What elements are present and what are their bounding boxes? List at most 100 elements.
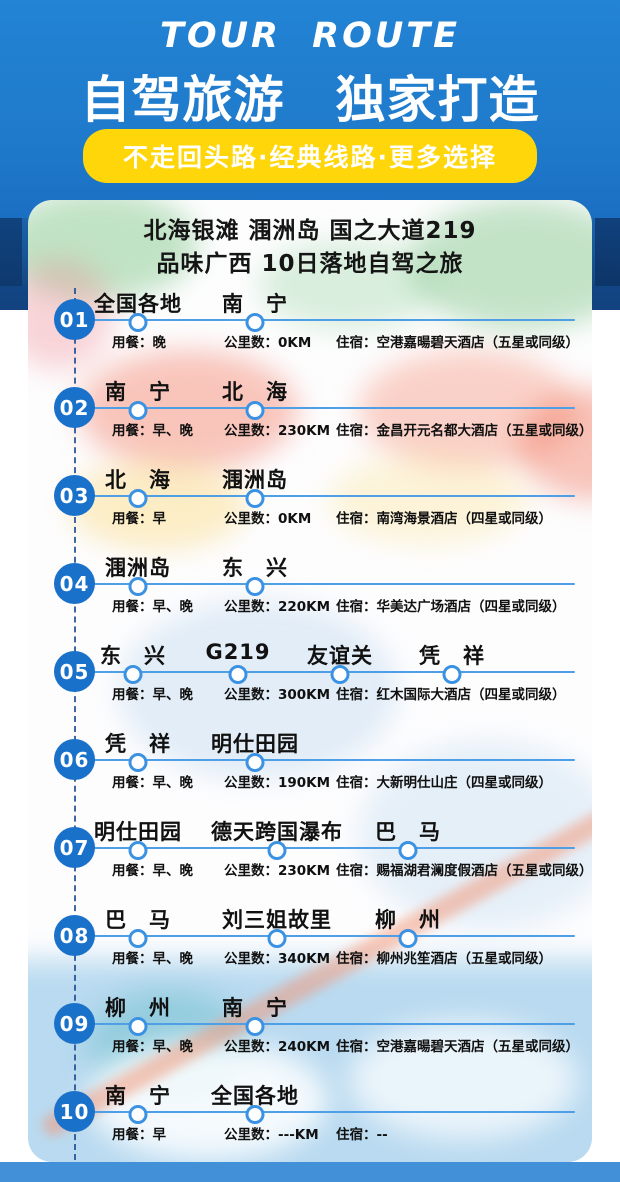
meal-label: 用餐： [112, 423, 153, 439]
route-day-row: 01 全国各地 南 宁 用餐：晚 公里数：0KM 住宿：空港嘉暘碧天酒店（五星或同… [28, 283, 592, 371]
lodging-field: 住宿：赐福湖君澜度假酒店（五星或同级） [336, 859, 592, 879]
lodging-value: 大新明仕山庄（四星或同级） [376, 775, 553, 791]
lodging-label: 住宿： [336, 775, 377, 791]
day-number-badge: 05 [54, 651, 95, 692]
route-day-list: 01 全国各地南 宁 用餐：晚 公里数：0KM 住宿：空港嘉暘碧天酒店（五星或同… [28, 283, 592, 1162]
meal-value: 早、晚 [152, 599, 194, 615]
lodging-value: 赐福湖君澜度假酒店（五星或同级） [376, 863, 593, 879]
card-title-line2: 品味广西 10日落地自驾之旅 [156, 250, 464, 277]
distance-field: 公里数：230KM [224, 859, 330, 879]
day-number: 09 [59, 1011, 90, 1036]
route-node-dot [228, 665, 248, 684]
route-day-row: 02 南 宁 北 海 用餐：早、晚 公里数：230KM 住宿：金昌开元名都大酒店（… [28, 371, 592, 459]
route-day-row: 03 北 海 涠洲岛 用餐：早 公里数：0KM 住宿：南湾海景酒店（四星或同级） [28, 459, 592, 547]
meal-value: 晚 [152, 335, 167, 351]
distance-label: 公里数： [224, 599, 278, 615]
meal-value: 早、晚 [152, 687, 194, 703]
lodging-label: 住宿： [336, 863, 377, 879]
meal-field: 用餐：早、晚 [112, 859, 193, 879]
meal-field: 用餐：晚 [112, 331, 166, 351]
bottom-band [0, 1162, 620, 1182]
meal-label: 用餐： [112, 511, 153, 527]
card-title: 北海银滩 涠洲岛 国之大道219 品味广西 10日落地自驾之旅 [28, 200, 592, 283]
lodging-label: 住宿： [336, 1127, 377, 1143]
meal-value: 早 [152, 1127, 167, 1143]
route-line [94, 1023, 575, 1025]
distance-value: 0KM [278, 335, 312, 351]
stop-name: 凭 祥 [419, 644, 485, 668]
lodging-label: 住宿： [336, 335, 377, 351]
distance-label: 公里数： [224, 511, 278, 527]
lodging-label: 住宿： [336, 687, 377, 703]
distance-field: 公里数：190KM [224, 771, 330, 791]
day-details: 用餐：早、晚 公里数：340KM 住宿：柳州兆笙酒店（五星或同级） [28, 947, 592, 969]
day-number: 03 [59, 483, 90, 508]
distance-field: 公里数：0KM [224, 331, 311, 351]
lodging-label: 住宿： [336, 423, 377, 439]
card-title-line1: 北海银滩 涠洲岛 国之大道219 [143, 218, 477, 244]
route-node-dot [245, 753, 265, 772]
distance-label: 公里数： [224, 1127, 278, 1143]
lodging-value: 南湾海景酒店（四星或同级） [376, 511, 553, 527]
route-line [94, 759, 575, 761]
lodging-label: 住宿： [336, 599, 377, 615]
meal-label: 用餐： [112, 951, 153, 967]
lodging-value: 空港嘉暘碧天酒店（五星或同级） [376, 335, 580, 351]
distance-label: 公里数： [224, 951, 278, 967]
lodging-field: 住宿：红木国际大酒店（四星或同级） [336, 683, 566, 703]
route-node-dot [128, 577, 148, 596]
day-number-badge: 10 [54, 1091, 95, 1132]
lodging-label: 住宿： [336, 511, 377, 527]
timeline-dashed-rail [74, 288, 76, 1160]
route-node-dot [128, 753, 148, 772]
day-number-badge: 04 [54, 563, 95, 604]
route-node-dot [128, 841, 148, 860]
stop-name: 北 海 [105, 468, 171, 492]
route-node-dot [442, 665, 462, 684]
lodging-field: 住宿：南湾海景酒店（四星或同级） [336, 507, 552, 527]
day-number: 07 [59, 835, 90, 860]
stop-name: 东 兴 [222, 556, 288, 580]
lodging-label: 住宿： [336, 951, 377, 967]
day-details: 用餐：早、晚 公里数：240KM 住宿：空港嘉暘碧天酒店（五星或同级） [28, 1035, 592, 1057]
eyebrow-text: TOUR ROUTE [159, 16, 461, 56]
meal-field: 用餐：早、晚 [112, 595, 193, 615]
distance-field: 公里数：340KM [224, 947, 330, 967]
stop-name: 南 宁 [222, 292, 288, 316]
day-number: 05 [59, 659, 90, 684]
route-node-dot [128, 313, 148, 332]
route-node-dot [398, 841, 418, 860]
route-node-dot [267, 841, 287, 860]
lodging-field: 住宿：空港嘉暘碧天酒店（五星或同级） [336, 331, 579, 351]
day-number: 08 [59, 923, 90, 948]
route-node-dot [245, 313, 265, 332]
route-node-dot [245, 1017, 265, 1036]
lodging-field: 住宿：华美达广场酒店（四星或同级） [336, 595, 566, 615]
meal-value: 早、晚 [152, 1039, 194, 1055]
stop-name: 南 宁 [105, 380, 171, 404]
distance-value: 300KM [278, 687, 331, 703]
route-day-row: 09 柳 州南 宁 用餐：早、晚 公里数：240KM 住宿：空港嘉暘碧天酒店（五… [28, 987, 592, 1075]
day-number-badge: 08 [54, 915, 95, 956]
lodging-value: 华美达广场酒店（四星或同级） [376, 599, 566, 615]
day-number-badge: 07 [54, 827, 95, 868]
lodging-value: 红木国际大酒店（四星或同级） [376, 687, 566, 703]
meal-field: 用餐：早 [112, 1123, 166, 1143]
distance-field: 公里数：300KM [224, 683, 330, 703]
route-node-dot [245, 489, 265, 508]
lodging-value: -- [376, 1127, 388, 1143]
stop-name: 友谊关 [307, 644, 373, 668]
distance-value: ---KM [278, 1127, 319, 1143]
distance-value: 220KM [278, 599, 331, 615]
distance-value: 240KM [278, 1039, 331, 1055]
meal-label: 用餐： [112, 863, 153, 879]
day-number-badge: 03 [54, 475, 95, 516]
lodging-field: 住宿：空港嘉暘碧天酒店（五星或同级） [336, 1035, 579, 1055]
route-line [94, 1111, 575, 1113]
meal-field: 用餐：早、晚 [112, 947, 193, 967]
route-node-dot [245, 401, 265, 420]
meal-label: 用餐： [112, 335, 153, 351]
meal-field: 用餐：早、晚 [112, 419, 193, 439]
distance-label: 公里数： [224, 423, 278, 439]
